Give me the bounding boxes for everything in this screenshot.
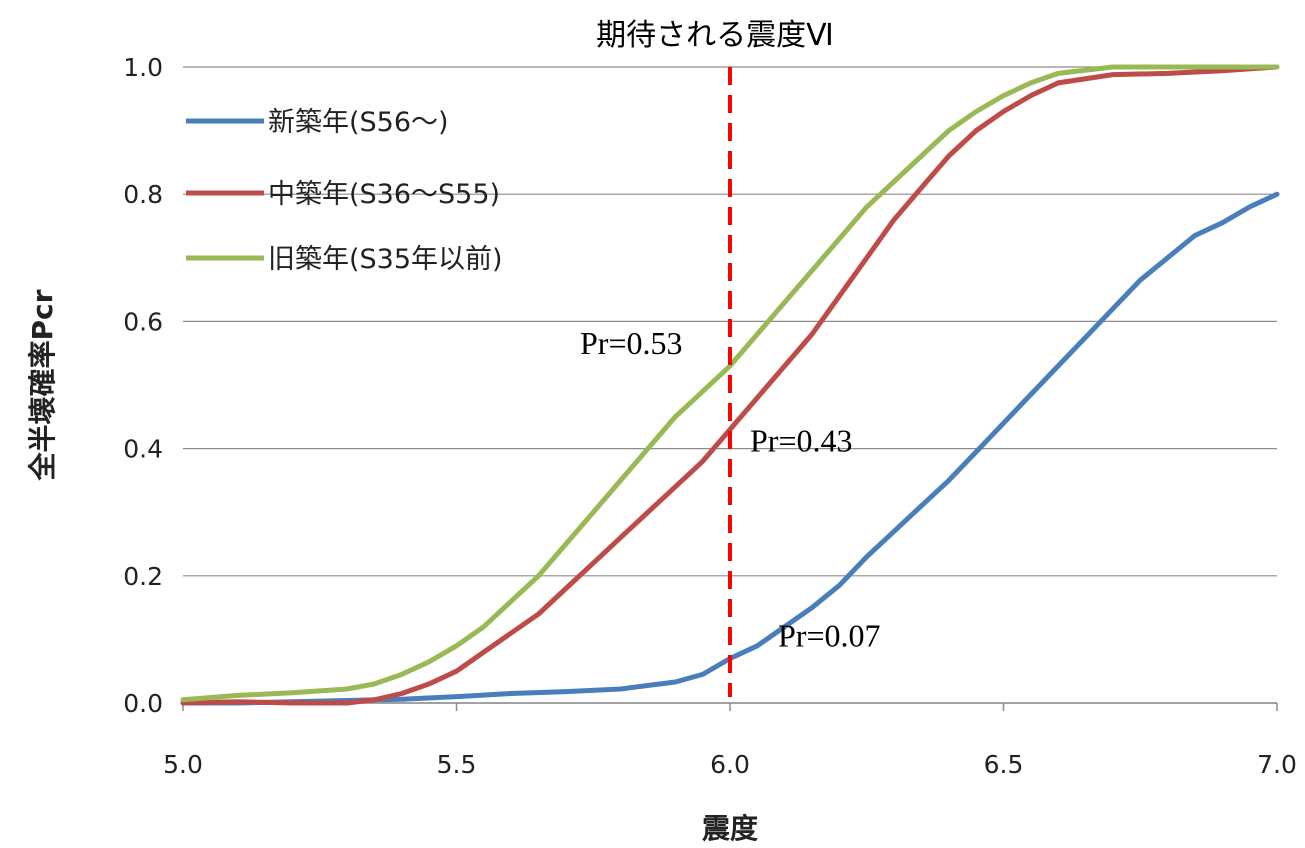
x-tick-label: 6.5 xyxy=(984,750,1024,779)
x-tick-label: 7.0 xyxy=(1257,750,1297,779)
y-tick-label: 0.2 xyxy=(123,562,163,591)
x-tick-label: 6.0 xyxy=(710,750,750,779)
legend-label-2: 旧築年(S35年以前) xyxy=(268,244,503,275)
y-tick-label: 1.0 xyxy=(123,53,163,82)
y-tick-label: 0.6 xyxy=(123,307,163,336)
y-tick-label: 0.8 xyxy=(123,180,163,209)
series-lines xyxy=(180,64,1280,706)
y-axis-title: 全半壊確率Pcr xyxy=(26,289,59,481)
legend: 新築年(S56〜) 中築年(S36〜S55) 旧築年(S35年以前) xyxy=(186,107,503,275)
legend-label-0: 新築年(S56〜) xyxy=(268,107,449,138)
y-tick-label: 0.0 xyxy=(123,689,163,718)
series-line-2 xyxy=(180,64,1280,703)
value-annotation: Pr=0.53 xyxy=(580,325,683,361)
marker-layer: 期待される震度Ⅵ xyxy=(596,18,834,697)
y-tick-labels: 0.0 0.2 0.4 0.6 0.8 1.0 xyxy=(123,53,163,718)
x-tick-labels: 5.0 5.5 6.0 6.5 7.0 xyxy=(163,750,1297,779)
x-tick-label: 5.5 xyxy=(437,750,477,779)
reference-line-label: 期待される震度Ⅵ xyxy=(596,18,834,53)
x-tick-label: 5.0 xyxy=(163,750,203,779)
series-line-1 xyxy=(180,64,1280,706)
x-axis-title: 震度 xyxy=(702,812,758,845)
y-tick-label: 0.4 xyxy=(123,435,163,464)
data-annotations: Pr=0.53 Pr=0.43 Pr=0.07 xyxy=(580,325,881,654)
legend-label-1: 中築年(S36〜S55) xyxy=(268,179,500,210)
series-line-0 xyxy=(180,191,1280,706)
value-annotation: Pr=0.07 xyxy=(778,617,881,653)
value-annotation: Pr=0.43 xyxy=(750,423,853,459)
